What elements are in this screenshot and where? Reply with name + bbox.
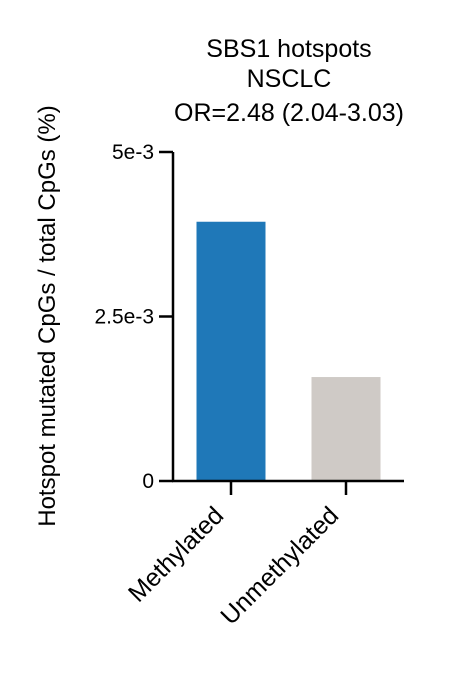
bar-unmethylated xyxy=(311,377,381,481)
y-tick-label: 2.5e-3 xyxy=(94,306,154,329)
y-tick-label: 5e-3 xyxy=(112,141,154,164)
y-axis-label: Hotspot mutated CpGs / total CpGs (%) xyxy=(34,105,61,527)
chart-title-line-3: OR=2.48 (2.04-3.03) xyxy=(174,99,404,127)
x-tick-label-methylated: Methylated xyxy=(123,501,229,607)
x-tick-label-unmethylated: Unmethylated xyxy=(215,501,344,630)
chart-title-line-1: SBS1 hotspots xyxy=(206,35,371,63)
y-tick-label: 0 xyxy=(142,470,154,493)
bar-methylated xyxy=(196,221,266,482)
chart-title-line-2: NSCLC xyxy=(247,65,332,93)
chart-title: SBS1 hotspots NSCLC OR=2.48 (2.04-3.03) xyxy=(174,35,404,127)
